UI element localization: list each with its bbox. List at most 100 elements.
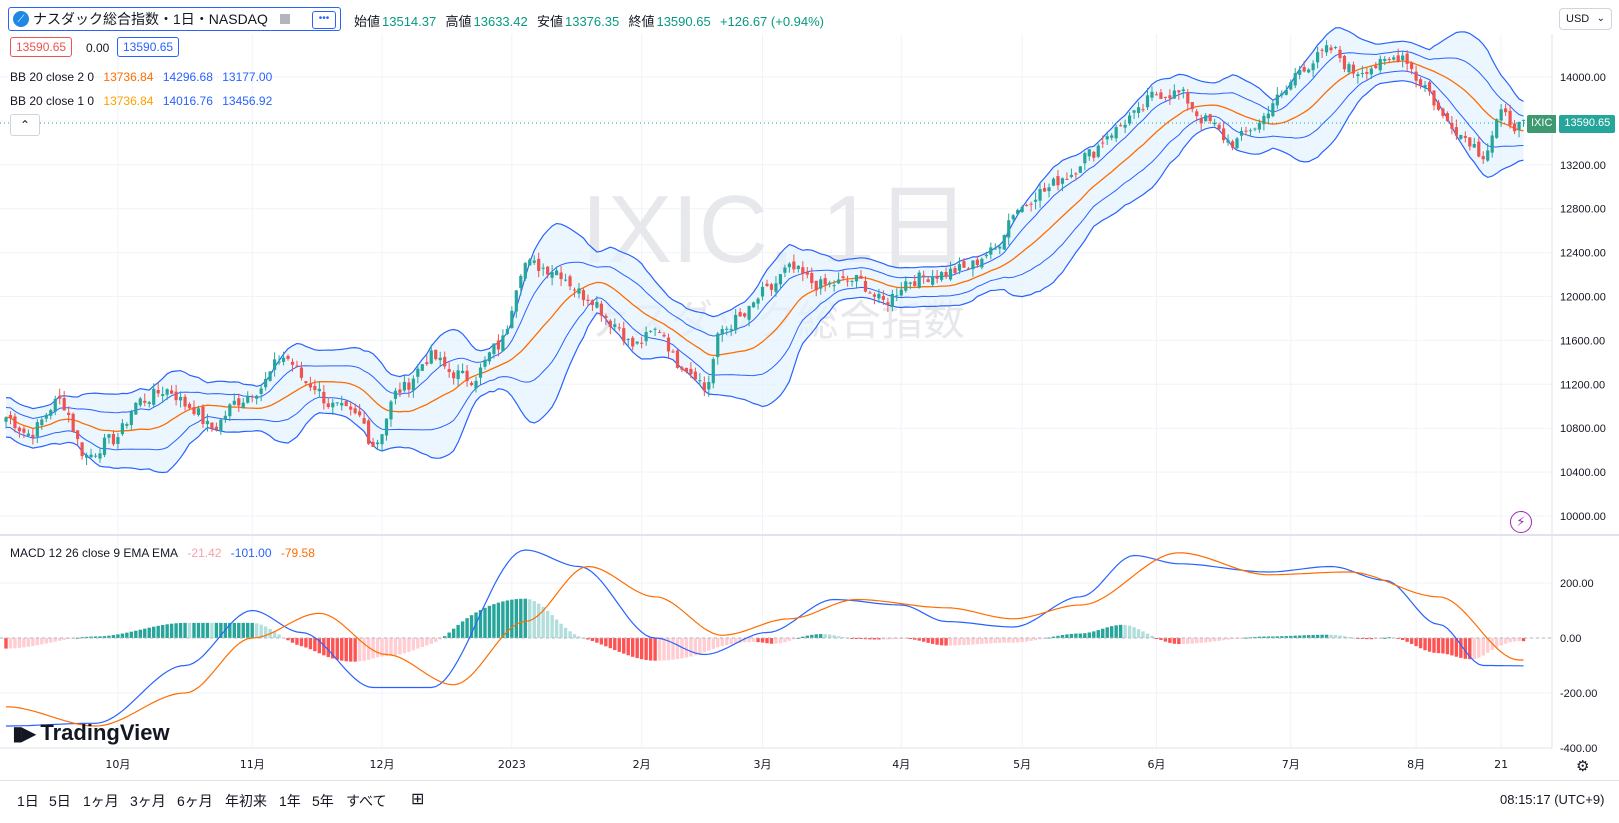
range-button[interactable]: 3ヶ月 xyxy=(130,793,166,809)
candle-body xyxy=(156,390,160,394)
candle xyxy=(89,448,93,459)
candle-body xyxy=(237,398,241,406)
candle xyxy=(443,351,447,370)
candle xyxy=(783,264,787,278)
macd-histogram-bar xyxy=(35,638,40,646)
candle xyxy=(837,272,841,284)
candle xyxy=(161,386,165,404)
candle-body xyxy=(1289,82,1293,90)
candle-body xyxy=(438,357,442,361)
time-tick-label: 3月 xyxy=(754,758,772,771)
macd-legend[interactable]: MACD 12 26 close 9 EMA EMA -21.42 -101.0… xyxy=(10,546,315,560)
symbol-selector[interactable]: ⟋ ナスダック総合指数・1日・NASDAQ ••• xyxy=(8,7,341,31)
more-options-icon[interactable]: ••• xyxy=(312,11,336,29)
candle xyxy=(1110,133,1114,141)
candle-body xyxy=(787,263,791,268)
settings-gear-icon[interactable]: ⚙ xyxy=(1576,758,1590,775)
macd-histogram-bar xyxy=(550,615,554,638)
candle xyxy=(989,242,993,260)
candle-body xyxy=(523,263,527,279)
macd-histogram-bar xyxy=(1266,636,1271,638)
macd-histogram-bar xyxy=(178,622,183,638)
range-button[interactable]: 5日 xyxy=(49,793,71,809)
date-range-icon[interactable]: ⊞ xyxy=(411,791,425,808)
macd-histogram-bar xyxy=(1132,627,1136,638)
candle-body xyxy=(1405,53,1409,64)
range-button[interactable]: すべて xyxy=(346,793,387,809)
candle-body xyxy=(353,408,357,414)
macd-histogram-bar xyxy=(371,638,375,659)
candle xyxy=(219,418,223,435)
candle xyxy=(649,330,653,333)
macd-histogram-bar xyxy=(913,638,917,640)
macd-histogram-bar xyxy=(559,623,563,638)
sell-price-button[interactable]: 13590.65 xyxy=(10,37,73,57)
candle-body xyxy=(926,279,930,283)
currency-selector[interactable]: USD ⌄ xyxy=(1559,8,1612,30)
candle xyxy=(304,380,308,386)
candle-body xyxy=(635,341,639,344)
macd-histogram-bar xyxy=(201,622,205,638)
candle-body xyxy=(581,290,586,301)
candle xyxy=(1136,101,1141,118)
macd-histogram-bar xyxy=(143,628,147,638)
macd-histogram-bar xyxy=(554,619,559,638)
macd-histogram-bar xyxy=(653,638,657,661)
macd-histogram-bar xyxy=(353,638,357,662)
macd-histogram-bar xyxy=(572,634,577,638)
macd-histogram-bar xyxy=(1441,638,1445,654)
bb1-legend[interactable]: BB 20 close 1 0 13736.84 14016.76 13456.… xyxy=(10,94,273,108)
candle xyxy=(1226,134,1230,146)
candle-body xyxy=(1051,178,1056,186)
range-button[interactable]: 6ヶ月 xyxy=(177,793,213,809)
candle-body xyxy=(1248,130,1253,132)
candle-body xyxy=(1087,149,1091,157)
candle-body xyxy=(456,370,460,380)
macd-histogram-bar xyxy=(711,638,715,649)
candle xyxy=(170,385,174,395)
candle-body xyxy=(1275,94,1279,106)
collapse-legend-button[interactable]: ⌃ xyxy=(10,114,40,136)
candle-body xyxy=(711,359,715,384)
candle xyxy=(519,274,523,296)
time-tick-label: 7月 xyxy=(1282,758,1300,771)
lightning-icon[interactable]: ⚡ xyxy=(1510,511,1532,533)
candle xyxy=(366,418,371,445)
macd-histogram-bar xyxy=(1432,638,1436,653)
candle-body xyxy=(17,427,22,432)
bb-basis-line xyxy=(5,60,1524,432)
range-button[interactable]: 1年 xyxy=(279,793,301,809)
candle-body xyxy=(1132,110,1136,113)
candle-body xyxy=(738,312,742,317)
macd-histogram-bar xyxy=(1020,638,1024,643)
macd-histogram-bar xyxy=(872,638,877,640)
candle-body xyxy=(1119,125,1123,127)
time-tick-label: 2月 xyxy=(633,758,651,771)
candle xyxy=(1432,89,1436,111)
macd-histogram-bar xyxy=(886,638,890,640)
candle-body xyxy=(671,351,675,353)
candle-body xyxy=(528,259,532,266)
candle xyxy=(1181,86,1185,99)
range-button[interactable]: 1ヶ月 xyxy=(83,793,119,809)
candle xyxy=(384,418,389,441)
candle-body xyxy=(1481,156,1485,160)
time-tick-label: 2023 xyxy=(498,758,526,771)
candle xyxy=(22,426,26,439)
candle-body xyxy=(84,454,89,458)
buy-price-button[interactable]: 13590.65 xyxy=(117,37,180,57)
bb2-legend[interactable]: BB 20 close 2 0 13736.84 14296.68 13177.… xyxy=(10,70,273,84)
candle xyxy=(268,370,272,382)
candle xyxy=(662,332,666,338)
candle xyxy=(1450,116,1454,135)
range-button[interactable]: 年初来 xyxy=(225,793,267,809)
candle-body xyxy=(452,372,456,379)
candle xyxy=(1324,40,1329,56)
macd-histogram-bar xyxy=(1503,638,1508,644)
range-button[interactable]: 1日 xyxy=(17,793,39,809)
range-button[interactable]: 5年 xyxy=(312,793,334,809)
macd-histogram-bar xyxy=(648,638,653,661)
candle xyxy=(1329,44,1333,54)
candle xyxy=(1007,213,1011,245)
